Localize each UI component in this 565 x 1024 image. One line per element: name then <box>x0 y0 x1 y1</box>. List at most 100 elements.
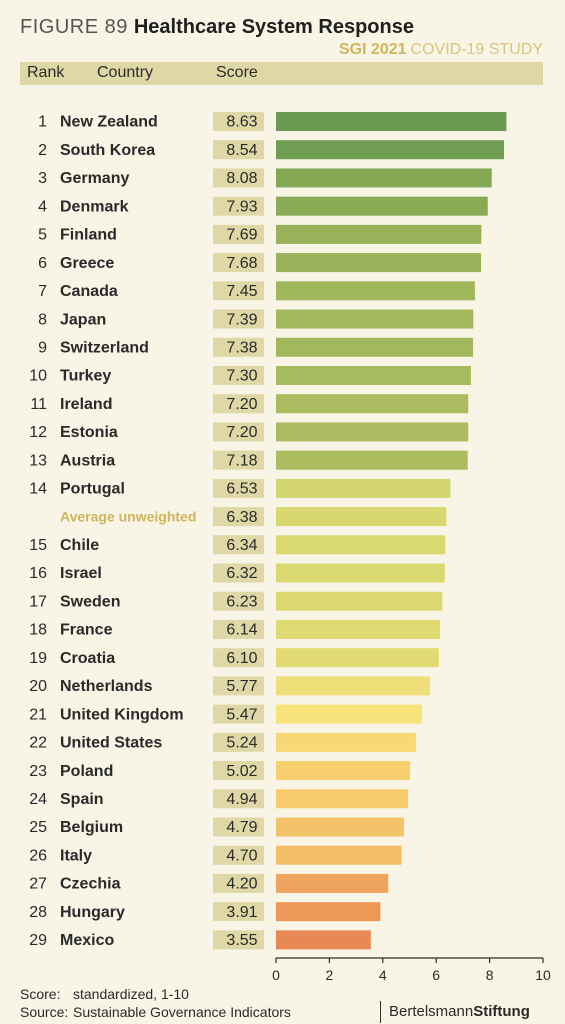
country-label: Denmark <box>60 198 129 215</box>
country-label: Israel <box>60 565 102 582</box>
bar <box>276 168 492 188</box>
rank-label: 20 <box>29 678 47 695</box>
bar <box>276 648 439 668</box>
score-chip <box>213 281 264 301</box>
score-chip <box>213 140 264 160</box>
score-chip <box>213 817 264 837</box>
average-label: Average unweighted <box>60 508 196 524</box>
country-label: Austria <box>60 452 115 469</box>
x-tick-label: 8 <box>486 967 494 983</box>
score-label: 6.10 <box>226 650 257 667</box>
country-label: Belgium <box>60 819 123 836</box>
bar <box>276 224 482 244</box>
footer-source-label: Source: <box>20 1004 69 1020</box>
publisher-logo: BertelsmannStiftung <box>380 1001 530 1023</box>
rank-label: 18 <box>29 622 47 639</box>
score-label: 8.54 <box>226 142 257 159</box>
score-label: 4.79 <box>226 819 257 836</box>
figure-title: FIGURE 89 Healthcare System Response <box>20 14 414 40</box>
rank-label: 3 <box>38 170 47 187</box>
score-label: 3.55 <box>226 932 257 949</box>
score-label: 5.02 <box>226 763 257 780</box>
bar <box>276 450 468 470</box>
score-chip <box>213 422 264 442</box>
score-chip <box>213 619 264 639</box>
country-label: Italy <box>60 847 92 864</box>
score-chip <box>213 789 264 809</box>
country-label: Germany <box>60 170 129 187</box>
rank-label: 22 <box>29 735 47 752</box>
rank-label: 15 <box>29 537 47 554</box>
bar <box>276 281 475 301</box>
rank-label: 7 <box>38 283 47 300</box>
country-label: Ireland <box>60 396 112 413</box>
score-label: 4.94 <box>226 791 257 808</box>
country-label: Sweden <box>60 593 120 610</box>
bar <box>276 422 469 442</box>
study-subtitle: SGI 2021 COVID-19 STUDY <box>339 41 543 59</box>
score-label: 5.24 <box>226 735 257 752</box>
subtitle-study: COVID-19 STUDY <box>410 41 543 58</box>
score-label: 7.30 <box>226 368 257 385</box>
rank-label: 5 <box>38 227 47 244</box>
bar <box>276 337 474 357</box>
bar <box>276 365 471 385</box>
score-chip <box>213 337 264 357</box>
score-label: 5.77 <box>226 678 257 695</box>
score-label: 7.68 <box>226 255 257 272</box>
country-label: South Korea <box>60 142 155 159</box>
bar <box>276 309 474 329</box>
rank-label: 23 <box>29 763 47 780</box>
rank-label: 25 <box>29 819 47 836</box>
score-label: 4.70 <box>226 847 257 864</box>
country-label: Hungary <box>60 904 125 921</box>
bar <box>276 478 451 498</box>
country-label: France <box>60 622 113 639</box>
score-label: 7.93 <box>226 198 257 215</box>
country-label: Canada <box>60 283 118 300</box>
country-label: New Zealand <box>60 114 158 131</box>
rank-label: 26 <box>29 847 47 864</box>
rank-label: 10 <box>29 368 47 385</box>
score-label: 7.20 <box>226 424 257 441</box>
rank-label: 11 <box>30 396 47 413</box>
score-chip <box>213 394 264 414</box>
score-label: 7.45 <box>226 283 257 300</box>
country-label: Switzerland <box>60 339 149 356</box>
bar <box>276 196 488 216</box>
score-chip <box>213 253 264 273</box>
score-label: 6.53 <box>226 481 257 498</box>
bar <box>276 930 371 950</box>
score-chip <box>213 930 264 950</box>
x-tick-label: 2 <box>326 967 334 983</box>
figure-number: FIGURE 89 <box>20 16 128 38</box>
bar <box>276 112 507 131</box>
country-label: Czechia <box>60 876 121 893</box>
rank-label: 13 <box>29 452 47 469</box>
bar <box>276 676 431 696</box>
bar <box>276 761 411 781</box>
footer-source-text: Sustainable Governance Indicators <box>73 1004 291 1020</box>
score-label: 8.63 <box>226 114 257 131</box>
score-chip <box>213 902 264 922</box>
score-label: 7.39 <box>226 311 257 328</box>
score-label: 3.91 <box>226 904 257 921</box>
rank-label: 27 <box>29 876 47 893</box>
bar <box>276 535 446 555</box>
score-chip <box>213 507 264 527</box>
footer-score-note: Score: standardized, 1-10 <box>20 986 189 1002</box>
score-header: Score <box>216 64 258 81</box>
bar <box>276 563 445 583</box>
score-chip <box>213 873 264 893</box>
country-label: United Kingdom <box>60 706 184 723</box>
score-label: 7.18 <box>226 452 257 469</box>
rank-label: 2 <box>38 142 47 159</box>
score-chip <box>213 732 264 752</box>
x-tick-label: 4 <box>379 967 387 983</box>
rank-label: 29 <box>29 932 47 949</box>
score-chip <box>213 224 264 244</box>
rank-label: 9 <box>38 339 47 356</box>
score-chip <box>213 365 264 385</box>
rank-label: 12 <box>29 424 47 441</box>
x-tick-label: 6 <box>432 967 440 983</box>
